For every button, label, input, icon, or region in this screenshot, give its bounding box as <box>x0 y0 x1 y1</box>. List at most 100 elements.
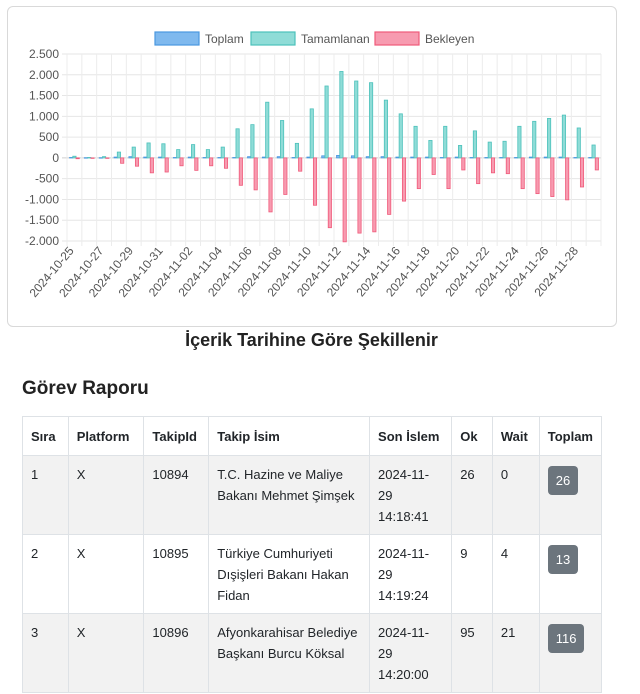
bar-tamamlanan <box>131 146 136 159</box>
bar-bekleyen <box>164 157 169 173</box>
legend-label-toplam: Toplam <box>205 32 244 46</box>
bar-bekleyen <box>431 157 436 175</box>
bar-tamamlanan <box>413 125 418 159</box>
bar-bekleyen <box>179 157 184 167</box>
bar-bekleyen <box>520 157 525 190</box>
bar-tamamlanan <box>428 140 433 159</box>
bar-tamamlanan <box>191 144 196 159</box>
bar-toplam <box>528 156 534 159</box>
bar-tamamlanan <box>591 144 596 159</box>
chart-caption: İçerik Tarihine Göre Şekillenir <box>185 330 438 350</box>
bar-tamamlanan <box>309 108 314 159</box>
bar-bekleyen <box>372 157 377 233</box>
cell-takip-isim: Türkiye Cumhuriyeti Dışişleri Bakanı Hak… <box>208 534 371 614</box>
bar-tamamlanan <box>146 142 151 159</box>
y-tick-label: -1.500 <box>25 213 59 227</box>
column-header-toplam[interactable]: Toplam <box>538 416 603 456</box>
bar-bekleyen <box>194 157 199 171</box>
bar-tamamlanan <box>220 146 225 159</box>
bar-toplam <box>380 156 385 159</box>
bar-bekleyen <box>298 157 303 172</box>
bar-toplam <box>514 157 519 159</box>
bar-toplam <box>425 156 430 159</box>
bar-tamamlanan <box>205 149 210 159</box>
table-header-row: Sıra Platform TakipId Takip İsim Son İsl… <box>22 416 603 456</box>
cell-platform: X <box>67 613 145 693</box>
bar-toplam <box>261 156 267 159</box>
y-tick-label: -2.000 <box>25 234 59 248</box>
cell-sira: 1 <box>22 455 69 535</box>
y-tick-label: 2.000 <box>29 68 59 82</box>
y-tick-label: 1.500 <box>29 89 59 103</box>
y-tick-label: 1.000 <box>29 109 59 123</box>
column-header-wait[interactable]: Wait <box>491 416 540 456</box>
bar-toplam <box>336 154 341 159</box>
y-tick-label: -500 <box>35 172 59 186</box>
bar-bekleyen <box>283 157 288 195</box>
bar-bekleyen <box>461 157 466 171</box>
cell-son-islem: 2024-11-29 14:20:00 <box>369 613 453 693</box>
column-header-takip-isim[interactable]: Takip İsim <box>208 416 371 456</box>
cell-platform: X <box>67 455 145 535</box>
bar-bekleyen <box>105 157 110 159</box>
bar-bekleyen <box>579 157 585 188</box>
column-header-sira[interactable]: Sıra <box>22 416 69 456</box>
bar-toplam <box>128 156 133 159</box>
bar-toplam <box>365 156 370 159</box>
legend-swatch-bekleyen <box>374 31 420 46</box>
y-tick-label: -1.000 <box>25 192 59 206</box>
bar-tamamlanan <box>547 118 552 159</box>
bar-toplam <box>143 156 148 159</box>
column-header-ok[interactable]: Ok <box>451 416 493 456</box>
column-header-son-islem[interactable]: Son İslem <box>369 416 453 456</box>
bar-toplam <box>172 157 178 159</box>
bar-bekleyen <box>535 157 540 195</box>
bar-bekleyen <box>490 157 496 174</box>
toplam-badge: 116 <box>547 624 585 653</box>
bar-tamamlanan <box>398 113 403 159</box>
bar-bekleyen <box>120 157 125 164</box>
bar-toplam <box>543 156 548 159</box>
bar-toplam <box>573 157 578 159</box>
bar-toplam <box>202 157 207 159</box>
y-tick-label: 0 <box>52 151 59 165</box>
chart-card: 2.500 2.000 1.500 1.000 500 0 -500 -1.000 -1.500… <box>7 6 617 327</box>
bar-tamamlanan <box>576 127 581 159</box>
bar-bekleyen <box>401 157 407 202</box>
bar-toplam <box>187 156 192 159</box>
bar-bekleyen <box>476 157 481 185</box>
bar-tamamlanan <box>472 130 477 159</box>
cell-takip-id: 10895 <box>143 534 210 614</box>
bar-bekleyen <box>565 157 570 201</box>
bar-toplam <box>558 156 563 159</box>
bar-toplam <box>113 156 118 159</box>
bar-tamamlanan <box>369 82 374 159</box>
bar-tamamlanan <box>161 143 166 159</box>
cell-takip-id: 10894 <box>143 455 210 535</box>
cell-toplam: 13 <box>538 534 603 614</box>
bar-toplam <box>588 157 593 159</box>
bar-tamamlanan <box>502 140 507 159</box>
bar-toplam <box>454 156 459 159</box>
bar-tamamlanan <box>383 99 388 159</box>
bar-bekleyen <box>327 157 332 229</box>
bar-bekleyen <box>253 157 258 191</box>
bar-tamamlanan <box>517 125 522 159</box>
bar-bekleyen <box>505 157 510 175</box>
bar-toplam <box>306 156 311 159</box>
cell-takip-isim: T.C. Hazine ve Maliye Bakanı Mehmet Şimş… <box>208 455 371 535</box>
cell-wait: 21 <box>491 613 540 693</box>
y-tick-label: 2.500 <box>29 47 59 61</box>
bar-toplam <box>83 157 89 159</box>
cell-wait: 0 <box>491 455 540 535</box>
bar-toplam <box>469 157 474 159</box>
bar-bekleyen <box>149 157 154 174</box>
bar-tamamlanan <box>116 151 121 159</box>
column-header-platform[interactable]: Platform <box>67 416 145 456</box>
bar-bekleyen <box>223 157 229 169</box>
bar-bekleyen <box>342 157 347 243</box>
toplam-badge: 26 <box>547 466 579 495</box>
column-header-takipid[interactable]: TakipId <box>143 416 210 456</box>
cell-ok: 26 <box>451 455 493 535</box>
bar-tamamlanan <box>339 71 344 159</box>
